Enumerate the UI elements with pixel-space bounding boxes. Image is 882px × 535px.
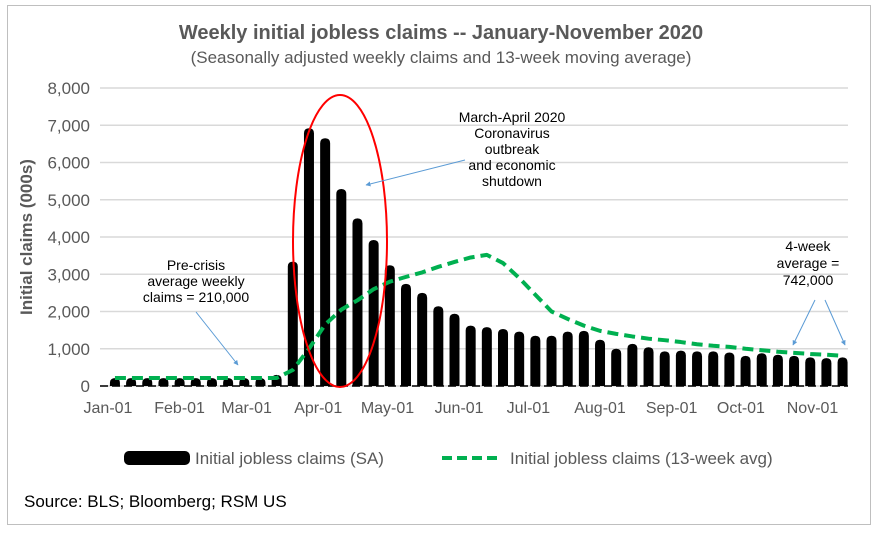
x-tick-label: Apr-01 — [294, 400, 342, 417]
y-tick-label: 6,000 — [47, 154, 90, 173]
bar — [465, 325, 476, 386]
bar — [449, 313, 460, 386]
bar — [821, 358, 832, 386]
x-tick-label: Aug-01 — [574, 400, 626, 417]
bar — [336, 188, 347, 386]
bar — [805, 357, 816, 386]
bar — [627, 343, 638, 386]
bar — [837, 357, 848, 386]
chart-subtitle: (Seasonally adjusted weekly claims and 1… — [190, 48, 692, 67]
bar — [498, 329, 509, 386]
y-tick-label: 8,000 — [47, 79, 90, 98]
bar — [255, 378, 266, 386]
bar — [772, 354, 783, 386]
bar — [595, 339, 606, 386]
bar — [109, 378, 120, 386]
annotation-arrow — [195, 311, 239, 366]
x-tick-label: Jul-01 — [507, 400, 551, 417]
bar — [239, 378, 250, 386]
bar — [126, 378, 137, 386]
annotation-four-week: 4-week — [785, 238, 831, 254]
x-tick-label: Jun-01 — [435, 400, 484, 417]
bar — [756, 353, 767, 386]
legend-bar-swatch — [124, 451, 190, 465]
legend-line-label: Initial jobless claims (13-week avg) — [510, 449, 773, 468]
x-tick-label: May-01 — [361, 400, 414, 417]
bar — [675, 350, 686, 386]
x-tick-label: Sep-01 — [646, 400, 698, 417]
y-tick-label: 3,000 — [47, 265, 90, 284]
bar — [384, 265, 395, 386]
annotation-precrisis: claims = 210,000 — [143, 289, 249, 305]
x-tick-label: Feb-01 — [154, 400, 205, 417]
y-tick-label: 7,000 — [47, 116, 90, 135]
x-tick-label: Jan-01 — [84, 400, 133, 417]
bar — [643, 347, 654, 386]
annotation-four-week: 742,000 — [783, 272, 834, 288]
bar — [223, 378, 234, 386]
bar — [530, 335, 541, 386]
bar — [190, 378, 201, 386]
bar — [368, 239, 379, 386]
annotation-outbreak: shutdown — [482, 173, 542, 189]
bar — [287, 261, 298, 386]
bar — [174, 378, 185, 386]
annotation-outbreak: and economic — [468, 157, 555, 173]
bar — [433, 306, 444, 386]
bar — [320, 138, 331, 386]
bar — [142, 378, 153, 386]
legend-bar-label: Initial jobless claims (SA) — [195, 449, 384, 468]
annotation-outbreak: Coronavirus — [474, 125, 549, 141]
y-tick-label: 5,000 — [47, 191, 90, 210]
x-tick-label: Oct-01 — [717, 400, 765, 417]
annotation-outbreak: outbreak — [485, 141, 540, 157]
y-tick-label: 0 — [81, 377, 90, 396]
bar — [562, 331, 573, 386]
bar — [611, 348, 622, 386]
y-axis-label: Initial claims (000s) — [17, 159, 36, 315]
annotation-outbreak: March-April 2020 — [459, 109, 566, 125]
bar — [514, 331, 525, 386]
y-tick-label: 1,000 — [47, 340, 90, 359]
annotation-arrow — [792, 299, 816, 346]
bar — [724, 352, 735, 386]
annotation-precrisis: Pre-crisis — [167, 257, 225, 273]
bar — [481, 327, 492, 386]
bar — [708, 351, 719, 386]
bar — [417, 292, 428, 386]
bar — [158, 378, 169, 386]
bar — [303, 128, 314, 387]
y-tick-label: 4,000 — [47, 228, 90, 247]
source-note: Source: BLS; Bloomberg; RSM US — [24, 492, 287, 511]
moving-average-line — [114, 252, 843, 380]
chart-frame — [7, 5, 871, 525]
bar — [400, 283, 411, 386]
x-tick-label: Nov-01 — [787, 400, 839, 417]
bar — [659, 351, 670, 386]
annotation-arrow — [824, 299, 846, 346]
bar — [740, 355, 751, 386]
chart-title: Weekly initial jobless claims -- January… — [178, 22, 704, 44]
bar — [206, 378, 217, 386]
bar — [578, 330, 589, 386]
annotation-four-week: average = — [777, 255, 840, 271]
highlight-ellipse — [292, 94, 388, 388]
bar — [692, 351, 703, 386]
bar — [789, 355, 800, 386]
y-tick-label: 2,000 — [47, 303, 90, 322]
annotation-precrisis: average weekly — [147, 273, 244, 289]
x-tick-label: Mar-01 — [221, 400, 272, 417]
bar — [546, 335, 557, 386]
annotation-arrow — [365, 159, 466, 187]
